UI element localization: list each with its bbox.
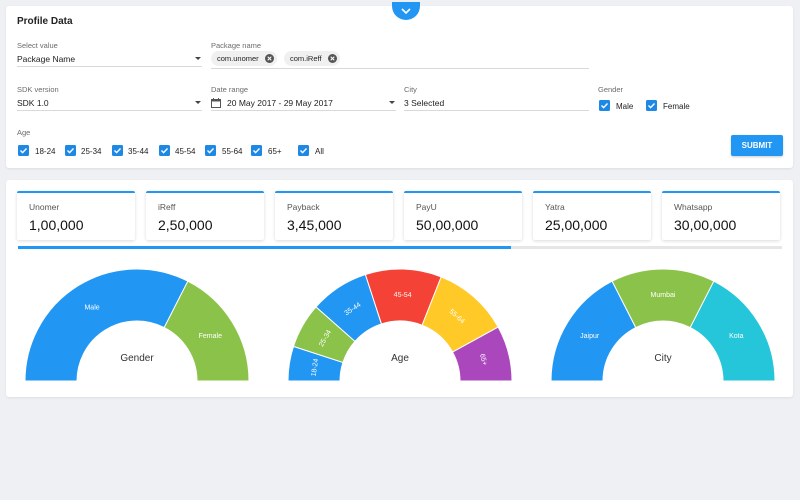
stat-name: iReff [158,202,176,212]
caret-down-icon [389,101,395,104]
city-gauge: Jaipur Mumbai Kota City [551,269,775,382]
check-icon [20,148,28,154]
date-range-label: Date range [211,85,249,94]
stat-value: 1,00,000 [29,217,84,233]
stat-name: Yatra [545,202,565,212]
date-range-picker[interactable]: 20 May 2017 - 29 May 2017 [211,97,396,111]
stat-name: Payback [287,202,320,212]
remove-chip-icon[interactable] [264,54,274,63]
gauge-segment-label: 18-24 [311,358,321,377]
stat-name: PayU [416,202,437,212]
calendar-icon [211,98,221,108]
stat-name: Unomer [29,202,60,212]
age-option-label: 18-24 [35,147,56,156]
check-icon [648,103,656,109]
gender-female-checkbox[interactable] [646,100,657,111]
age-checkbox-55-64[interactable] [205,145,216,156]
gauge-title: Gender [120,353,154,364]
select-value-text: Package Name [17,54,76,64]
age-option-label: 25-34 [81,147,102,156]
collapse-toggle-button[interactable] [392,2,420,20]
gauge-segment-label: Male [84,305,99,312]
stat-value: 2,50,000 [158,217,213,233]
city-selected-text: 3 Selected [404,98,445,108]
submit-button[interactable]: SUBMIT [731,135,783,156]
stat-value: 3,45,000 [287,217,342,233]
age-checkbox-35-44[interactable] [112,145,123,156]
check-icon [253,148,261,154]
package-chip: com.unomer [211,51,277,66]
package-chip: com.iReff [284,51,340,66]
chip-label: com.iReff [290,54,322,63]
package-name-underline [211,68,589,69]
check-icon [161,148,169,154]
check-icon [300,148,308,154]
stat-value: 50,00,000 [416,217,479,233]
page-title: Profile Data [17,16,73,27]
gender-gauge: Male Female Gender [25,269,249,382]
select-value-dropdown[interactable]: Package Name [17,53,202,67]
stat-card-payback: Payback 3,45,000 [275,191,393,240]
stat-card-whatsapp: Whatsapp 30,00,000 [662,191,780,240]
age-checkbox-18-24[interactable] [18,145,29,156]
gauge-title: Age [391,353,409,364]
gauge-segment-kota [689,280,775,382]
chevron-down-icon [401,8,411,15]
age-checkbox-all[interactable] [298,145,309,156]
profile-filter-card: Profile Data Select value Package Name P… [6,2,793,168]
gauge-title: City [654,353,671,364]
age-option-label: 45-54 [175,147,196,156]
city-select[interactable]: 3 Selected [404,97,589,111]
gauge-segment-65- [451,326,512,382]
progress-bar [18,246,782,249]
age-label: Age [17,128,31,137]
gauge-segment-label: 65+ [478,353,488,366]
sdk-version-label: SDK version [17,85,59,94]
gauge-segment-label: Female [199,333,222,340]
age-checkbox-65-plus[interactable] [251,145,262,156]
gender-male-label: Male [616,102,634,111]
chip-label: com.unomer [217,54,259,63]
gauge-segment-label: Jaipur [580,333,600,340]
gauge-segment-label: Mumbai [651,292,676,299]
age-option-label: 65+ [268,147,282,156]
age-checkbox-25-34[interactable] [65,145,76,156]
date-range-text: 20 May 2017 - 29 May 2017 [227,98,333,108]
city-label: City [404,85,417,94]
stat-name: Whatsapp [674,202,713,212]
stat-value: 30,00,000 [674,217,737,233]
age-option-label: 55-64 [222,147,243,156]
gender-male-checkbox[interactable] [599,100,610,111]
sdk-version-dropdown[interactable]: SDK 1.0 [17,97,202,111]
remove-chip-icon[interactable] [327,54,337,63]
caret-down-icon [195,101,201,104]
stats-card: Unomer 1,00,000 iReff 2,50,000 Payback 3… [6,180,793,397]
progress-fill [18,246,511,249]
age-checkbox-45-54[interactable] [159,145,170,156]
gauge-segment-male [25,269,189,382]
stat-value: 25,00,000 [545,217,608,233]
package-name-label: Package name [211,41,262,50]
gauge-segment-label: 45-54 [394,292,412,300]
age-option-label: 35-44 [128,147,149,156]
check-icon [601,103,609,109]
check-icon [67,148,75,154]
gender-label: Gender [598,85,624,94]
sdk-version-text: SDK 1.0 [17,98,49,108]
gauge-segment-female [163,280,249,382]
select-value-label: Select value [17,41,58,50]
gauge-segment-label: Kota [729,333,744,340]
stat-card-unomer: Unomer 1,00,000 [17,191,135,240]
check-icon [207,148,215,154]
stat-card-ireff: iReff 2,50,000 [146,191,264,240]
gender-female-label: Female [663,102,690,111]
stat-card-payu: PayU 50,00,000 [404,191,522,240]
stat-card-yatra: Yatra 25,00,000 [533,191,651,240]
age-option-label: All [315,147,324,156]
check-icon [114,148,122,154]
caret-down-icon [195,57,201,60]
